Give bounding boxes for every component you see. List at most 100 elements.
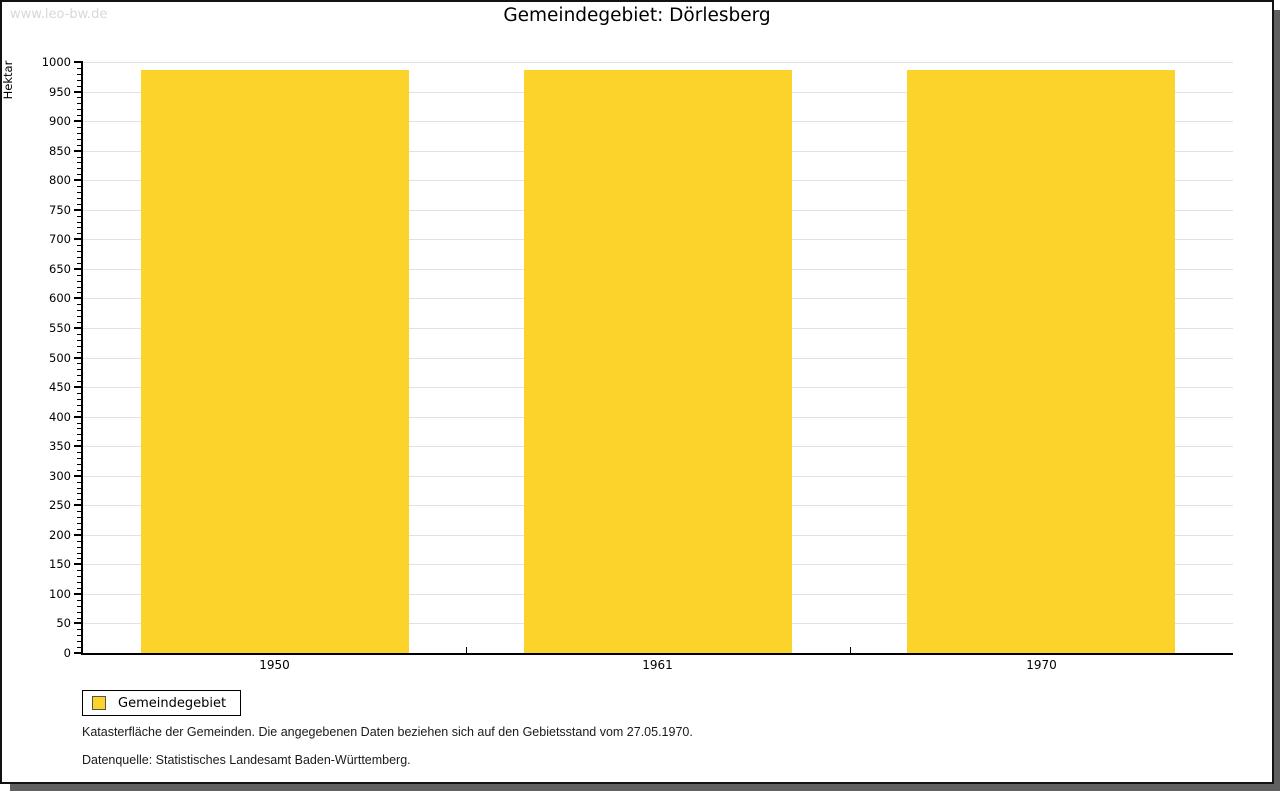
y-tick-minor — [77, 635, 81, 636]
y-tick-minor — [77, 369, 81, 370]
x-tick-label-1970: 1970 — [1026, 658, 1057, 672]
bar-1961 — [524, 70, 792, 653]
y-tick-minor — [77, 570, 81, 571]
y-tick-minor — [77, 139, 81, 140]
y-tick-minor — [77, 115, 81, 116]
y-tick-label-850: 850 — [49, 144, 71, 158]
y-tick-minor — [77, 488, 81, 489]
y-tick-minor — [77, 452, 81, 453]
y-tick-minor — [77, 222, 81, 223]
y-tick-label-550: 550 — [49, 321, 71, 335]
y-tick-minor — [77, 499, 81, 500]
y-tick-minor — [77, 162, 81, 163]
y-tick-minor — [77, 310, 81, 311]
y-tick-label-400: 400 — [49, 410, 71, 424]
y-tick-label-750: 750 — [49, 203, 71, 217]
y-tick-minor — [77, 428, 81, 429]
y-tick-minor — [77, 127, 81, 128]
y-tick-minor — [77, 322, 81, 323]
y-tick-major-450 — [74, 386, 82, 388]
y-tick-minor — [77, 470, 81, 471]
y-tick-label-0: 0 — [63, 646, 71, 660]
y-tick-major-300 — [74, 475, 82, 477]
y-tick-minor — [77, 245, 81, 246]
y-tick-minor — [77, 281, 81, 282]
frame-shadow-right — [1274, 10, 1280, 791]
y-tick-major-350 — [74, 445, 82, 447]
y-tick-major-750 — [74, 209, 82, 211]
y-tick-minor — [77, 434, 81, 435]
y-tick-major-100 — [74, 593, 82, 595]
x-tick-boundary — [850, 647, 851, 653]
y-tick-minor — [77, 86, 81, 87]
bar-1970 — [907, 70, 1175, 653]
y-tick-label-100: 100 — [49, 587, 71, 601]
y-tick-label-250: 250 — [49, 498, 71, 512]
y-tick-major-550 — [74, 327, 82, 329]
y-tick-major-950 — [74, 91, 82, 93]
y-tick-minor — [77, 346, 81, 347]
y-tick-label-950: 950 — [49, 85, 71, 99]
y-tick-minor — [77, 227, 81, 228]
bar-1950 — [141, 70, 409, 653]
y-tick-minor — [77, 352, 81, 353]
x-tick-boundary — [466, 647, 467, 653]
y-tick-minor — [77, 547, 81, 548]
y-tick-major-400 — [74, 416, 82, 418]
y-tick-label-300: 300 — [49, 469, 71, 483]
y-tick-minor — [77, 251, 81, 252]
y-tick-minor — [77, 145, 81, 146]
y-tick-label-450: 450 — [49, 380, 71, 394]
y-tick-label-500: 500 — [49, 351, 71, 365]
y-tick-minor — [77, 517, 81, 518]
y-tick-minor — [77, 399, 81, 400]
y-tick-minor — [77, 287, 81, 288]
y-tick-minor — [77, 558, 81, 559]
legend-label: Gemeindegebiet — [118, 695, 227, 711]
y-tick-minor — [77, 375, 81, 376]
y-tick-minor — [77, 192, 81, 193]
y-tick-minor — [77, 641, 81, 642]
y-tick-minor — [77, 464, 81, 465]
y-tick-major-900 — [74, 120, 82, 122]
y-tick-minor — [77, 304, 81, 305]
gridline-1000 — [83, 62, 1233, 63]
y-tick-minor — [77, 334, 81, 335]
y-tick-major-600 — [74, 297, 82, 299]
y-tick-minor — [77, 612, 81, 613]
y-tick-major-800 — [74, 179, 82, 181]
footer-source: Datenquelle: Statistisches Landesamt Bad… — [82, 753, 411, 767]
y-tick-minor — [77, 68, 81, 69]
y-tick-minor — [77, 618, 81, 619]
x-tick-label-1950: 1950 — [259, 658, 290, 672]
y-tick-minor — [77, 103, 81, 104]
y-tick-minor — [77, 440, 81, 441]
y-tick-minor — [77, 629, 81, 630]
y-tick-label-200: 200 — [49, 528, 71, 542]
y-tick-minor — [77, 576, 81, 577]
y-tick-minor — [77, 233, 81, 234]
y-tick-minor — [77, 275, 81, 276]
frame-shadow-bottom — [10, 784, 1280, 791]
y-tick-major-200 — [74, 534, 82, 536]
y-tick-minor — [77, 292, 81, 293]
y-tick-minor — [77, 198, 81, 199]
y-tick-minor — [77, 600, 81, 601]
y-tick-major-250 — [74, 504, 82, 506]
y-tick-minor — [77, 482, 81, 483]
y-tick-minor — [77, 80, 81, 81]
y-tick-major-700 — [74, 238, 82, 240]
y-tick-minor — [77, 405, 81, 406]
y-tick-minor — [77, 186, 81, 187]
y-tick-minor — [77, 174, 81, 175]
watermark-leo-bw: www.leo-bw.de — [10, 7, 108, 22]
y-tick-label-800: 800 — [49, 173, 71, 187]
y-tick-label-50: 50 — [56, 616, 71, 630]
y-tick-minor — [77, 204, 81, 205]
y-tick-minor — [77, 411, 81, 412]
y-tick-minor — [77, 216, 81, 217]
y-tick-major-50 — [74, 622, 82, 624]
y-tick-minor — [77, 553, 81, 554]
